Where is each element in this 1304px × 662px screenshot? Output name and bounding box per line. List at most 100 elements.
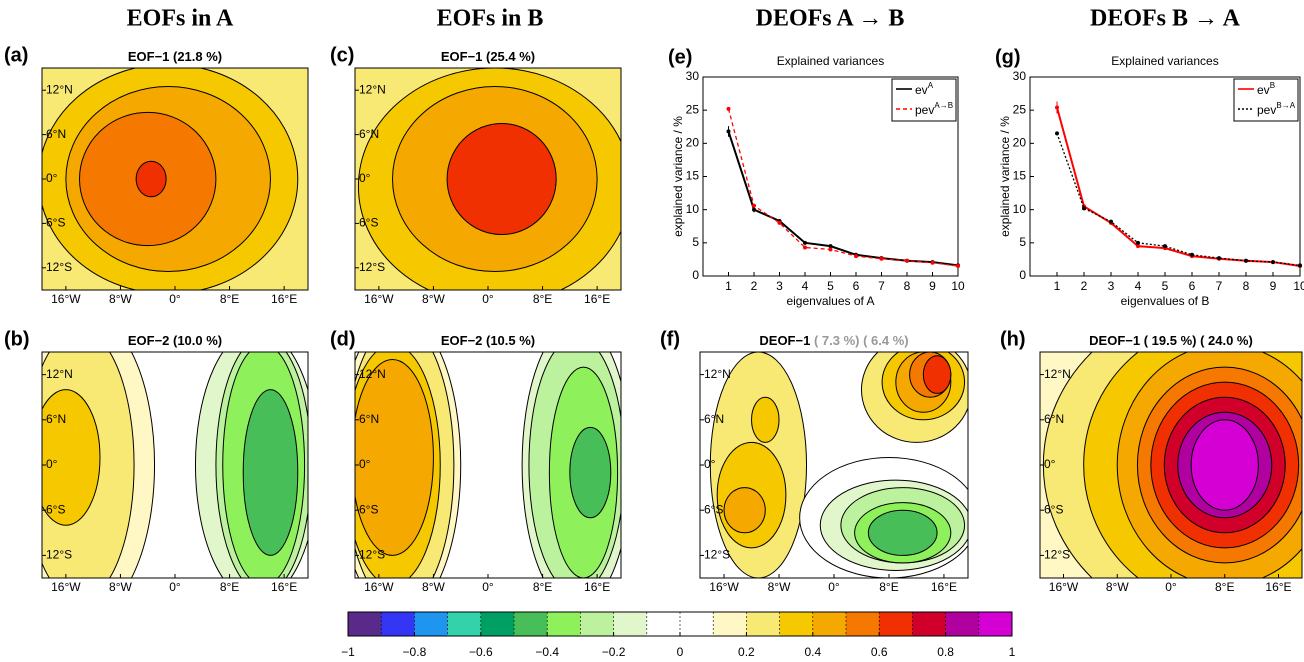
y-tick-label: 6°N	[359, 127, 379, 141]
point	[956, 264, 960, 269]
x-tick-label: 2	[751, 279, 758, 293]
y-tick-label: 15	[686, 169, 700, 183]
x-tick-label: 2	[1081, 279, 1088, 293]
title-extra: ( 7.3 %) ( 6.4 %)	[814, 333, 909, 348]
point	[1217, 256, 1221, 261]
y-tick-label: 30	[686, 69, 700, 83]
legend-entry: evA	[915, 81, 934, 97]
x-tick-label: 8°E	[220, 292, 239, 306]
y-tick-label: 5	[692, 235, 699, 249]
x-tick-label: 16°W	[364, 292, 394, 306]
x-tick-label: 0°	[482, 292, 494, 306]
x-tick-label: 16°W	[1049, 580, 1079, 594]
panel-title: EOF−1 (25.4 %)	[441, 49, 535, 64]
contour	[751, 396, 780, 443]
colorbar-label: −0.4	[535, 645, 559, 659]
y-tick-label: 12°S	[46, 260, 72, 274]
contour	[355, 359, 434, 556]
x-tick-label: 7	[1216, 279, 1223, 293]
y-tick-label: 0°	[704, 457, 716, 471]
map	[42, 68, 308, 290]
contour	[569, 426, 612, 519]
x-tick-label: 4	[802, 279, 809, 293]
contour	[242, 389, 299, 556]
x-tick-label: 0°	[169, 580, 181, 594]
colorbar-bin	[414, 612, 448, 636]
point	[803, 240, 807, 245]
point	[1271, 260, 1275, 265]
chart-title: Explained variances	[777, 54, 884, 68]
y-tick-label: 15	[1013, 169, 1027, 183]
x-tick-label: 16°W	[364, 580, 394, 594]
point	[930, 260, 935, 265]
point	[1136, 240, 1140, 245]
y-tick-label: 0	[692, 268, 699, 282]
panel-label: (e)	[668, 46, 692, 68]
y-tick-label: 6°N	[46, 412, 66, 426]
panel-label: (b)	[4, 328, 30, 350]
point	[726, 106, 731, 111]
colorbar-bin	[879, 612, 913, 636]
y-tick-label: 20	[1013, 136, 1027, 150]
x-tick-label: 1	[1054, 279, 1061, 293]
colorbar-bin	[945, 612, 980, 636]
y-tick-label: 5	[1019, 235, 1026, 249]
x-tick-label: 9	[929, 279, 936, 293]
y-axis-label: explained variance / %	[671, 116, 685, 237]
x-tick-label: 8°W	[109, 580, 132, 594]
x-tick-label: 9	[1270, 279, 1277, 293]
title-text: EOF−1 (21.8 %)	[128, 49, 222, 64]
y-tick-label: 0°	[46, 457, 58, 471]
y-tick-label: 30	[1013, 69, 1027, 83]
y-tick-label: 6°S	[359, 502, 378, 516]
x-tick-label: 8°E	[879, 580, 898, 594]
contour	[1190, 419, 1259, 511]
x-tick-label: 3	[1108, 279, 1115, 293]
map	[355, 68, 621, 290]
panel-label: (d)	[330, 328, 356, 350]
colorbar-bin	[381, 612, 415, 636]
title-text: EOF−2 (10.0 %)	[128, 333, 222, 348]
panel-label: (a)	[4, 44, 28, 66]
point	[1163, 244, 1167, 249]
y-axis-label: explained variance / %	[998, 116, 1012, 237]
colorbar-label: −1	[341, 645, 355, 659]
point	[1190, 252, 1194, 257]
point	[1109, 219, 1113, 224]
y-tick-label: 12°S	[359, 260, 385, 274]
colorbar-label: 0.8	[937, 645, 954, 659]
point	[726, 129, 731, 134]
legend-entry: evB	[1257, 81, 1275, 97]
y-tick-label: 6°S	[1044, 502, 1063, 516]
colorbar-bin	[480, 612, 515, 636]
title-text: EOF−2 (10.5 %)	[441, 333, 535, 348]
y-tick-label: 0	[1019, 268, 1026, 282]
x-tick-label: 0°	[828, 580, 840, 594]
colorbar-bin	[680, 612, 714, 636]
panel-label: (g)	[995, 46, 1021, 68]
y-tick-label: 12°S	[46, 548, 72, 562]
point	[1298, 263, 1302, 268]
colorbar-bin	[646, 612, 681, 636]
colorbar-bin	[779, 612, 814, 636]
y-tick-label: 0°	[359, 171, 371, 185]
title-text: EOF−1 (25.4 %)	[441, 49, 535, 64]
legend-sup: B	[1270, 81, 1275, 90]
legend-box	[891, 78, 957, 122]
point	[1082, 206, 1086, 211]
legend-sup: A→B	[934, 101, 953, 110]
x-tick-label: 8°W	[768, 580, 791, 594]
colorbar-bin	[348, 612, 382, 636]
y-tick-label: 12°N	[704, 367, 731, 381]
point	[1055, 131, 1059, 136]
point	[777, 220, 782, 225]
colorbar-label: 0.6	[871, 645, 888, 659]
y-tick-label: 12°S	[704, 548, 730, 562]
contour	[723, 487, 766, 534]
y-tick-label: 20	[686, 136, 700, 150]
y-tick-label: 12°N	[46, 367, 73, 381]
panel-label: (f)	[660, 328, 680, 350]
column-title: EOFs in B	[437, 6, 544, 32]
x-tick-label: 16°E	[271, 580, 297, 594]
